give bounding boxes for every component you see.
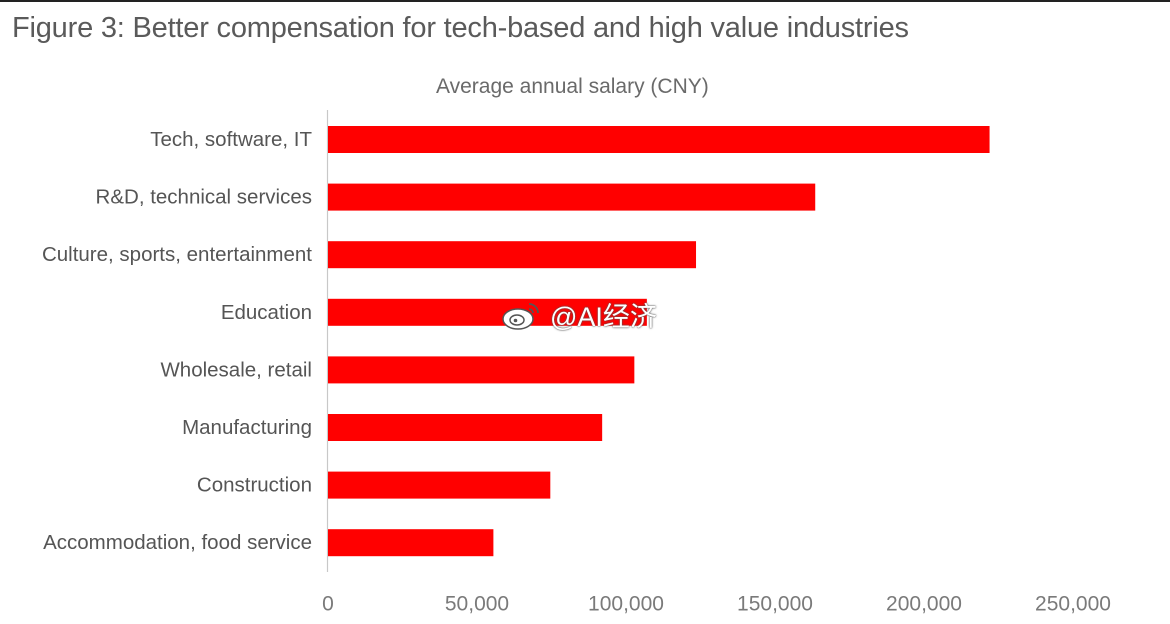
category-label: Construction [197,474,312,497]
bar [328,471,551,499]
watermark-text: @AI经济 [550,302,657,332]
bar [328,126,990,153]
category-label: Accommodation, food service [43,531,312,554]
x-tick-label: 100,000 [588,593,664,616]
category-label: Tech, software, IT [150,128,312,151]
x-tick-label: 250,000 [1035,593,1111,616]
bar [328,241,697,269]
weibo-logo-icon [500,298,544,332]
x-tick-label: 150,000 [737,593,813,616]
x-tick-label: 50,000 [445,593,509,616]
category-label: Wholesale, retail [160,358,312,381]
x-tick-label: 200,000 [886,593,962,616]
chart-subtitle: Average annual salary (CNY) [436,75,709,98]
bar [328,298,647,326]
category-label: Manufacturing [182,416,312,439]
category-label: Culture, sports, entertainment [42,243,312,266]
chart-title: Figure 3: Better compensation for tech-b… [12,12,909,44]
x-tick-label: 0 [322,593,334,616]
category-label: Education [221,301,312,324]
bar [328,183,816,211]
bar [328,529,494,557]
bar [328,414,603,441]
top-rule [0,0,1170,2]
category-label: R&D, technical services [96,186,312,209]
bar [328,356,635,384]
watermark: @AI经济 [500,295,657,334]
